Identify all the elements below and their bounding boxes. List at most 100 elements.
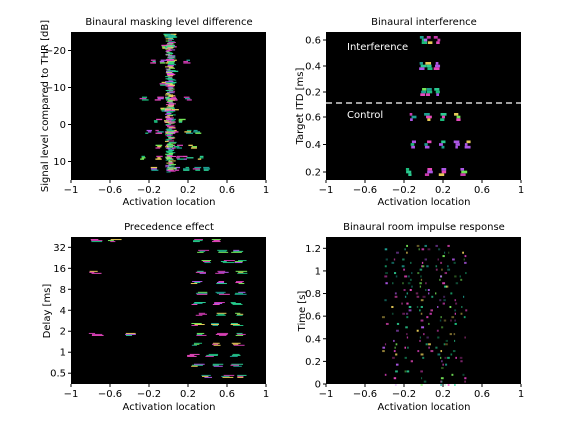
activation-mark <box>167 143 172 145</box>
activation-mark <box>420 275 422 278</box>
plot-area <box>326 237 521 384</box>
activation-mark <box>216 283 227 285</box>
activation-mark <box>384 373 387 376</box>
activation-mark <box>152 60 156 63</box>
activation-mark <box>426 88 432 91</box>
y-axis-label: Signal level compared to THR [dB] <box>40 20 51 192</box>
activation-mark <box>141 99 149 101</box>
activation-mark <box>396 329 399 332</box>
activation-mark <box>437 258 439 261</box>
activation-mark <box>441 170 447 174</box>
activation-mark <box>438 143 443 146</box>
activation-mark <box>385 272 388 275</box>
activation-mark <box>416 305 419 308</box>
activation-mark <box>164 141 169 143</box>
activation-mark <box>168 127 176 129</box>
activation-mark <box>402 312 406 315</box>
y-ticks: 0 0.2 0.4 0.6 0.8 1 1.2 <box>305 244 326 391</box>
activation-mark <box>160 59 165 61</box>
activation-mark <box>440 350 443 353</box>
activation-mark <box>193 240 203 242</box>
activation-mark <box>191 322 202 324</box>
activation-mark <box>464 145 471 149</box>
activation-mark <box>426 265 429 268</box>
y-tick-label: 1.2 <box>305 244 321 255</box>
activation-mark <box>194 239 203 241</box>
activation-mark <box>183 62 191 64</box>
activation-mark <box>395 275 398 278</box>
activation-mark <box>168 41 175 43</box>
activation-mark <box>198 312 206 314</box>
activation-mark <box>110 239 122 241</box>
activation-mark <box>164 46 170 48</box>
x-tick-label: −0.2 <box>137 185 161 196</box>
activation-mark <box>165 139 170 141</box>
activation-mark <box>91 240 103 242</box>
activation-mark <box>168 158 174 160</box>
activation-mark <box>425 289 427 292</box>
activation-mark <box>167 157 172 159</box>
activation-mark <box>213 342 220 344</box>
activation-mark <box>171 35 176 37</box>
activation-mark <box>439 319 442 322</box>
activation-mark <box>233 365 242 367</box>
activation-mark <box>217 249 228 251</box>
activation-mark <box>455 145 458 149</box>
activation-mark <box>168 138 174 140</box>
activation-mark <box>150 59 156 61</box>
activation-mark <box>201 260 212 262</box>
activation-mark <box>195 271 206 273</box>
y-axis-label: Target ITD [ms] <box>295 68 306 146</box>
activation-mark <box>234 261 243 263</box>
activation-mark <box>423 380 427 383</box>
activation-mark <box>166 91 173 93</box>
activation-mark <box>172 70 179 73</box>
activation-mark <box>167 132 176 134</box>
activation-mark <box>165 81 174 83</box>
activation-mark <box>447 356 450 359</box>
activation-mark <box>165 117 174 119</box>
activation-mark <box>204 376 213 378</box>
x-tick-label: 1 <box>518 389 524 400</box>
activation-mark <box>107 240 114 242</box>
activation-mark <box>439 299 442 302</box>
activation-mark <box>234 262 243 264</box>
activation-mark <box>167 44 176 46</box>
x-tick-label: 0.6 <box>219 389 235 400</box>
activation-mark <box>461 305 463 308</box>
activation-mark <box>214 303 223 305</box>
activation-mark <box>435 346 438 349</box>
activation-mark <box>384 299 387 302</box>
activation-mark <box>165 116 170 118</box>
activation-mark <box>449 333 452 336</box>
activation-mark <box>223 374 235 376</box>
activation-mark <box>168 67 176 69</box>
activation-mark <box>159 83 167 85</box>
activation-mark <box>417 350 420 353</box>
activation-mark <box>110 241 116 243</box>
activation-mark <box>410 143 415 146</box>
activation-mark <box>168 170 176 172</box>
activation-mark <box>384 248 388 251</box>
activation-mark <box>165 146 169 148</box>
activation-mark <box>440 118 445 121</box>
activation-mark <box>447 265 449 268</box>
activation-mark <box>381 316 385 319</box>
activation-mark <box>166 69 171 71</box>
activation-mark <box>222 376 234 378</box>
activation-mark <box>411 140 417 144</box>
activation-mark <box>167 118 173 120</box>
activation-mark <box>160 84 167 86</box>
activation-mark <box>159 62 166 64</box>
activation-mark <box>426 316 429 319</box>
activation-mark <box>427 41 433 44</box>
data-marks <box>139 33 211 173</box>
activation-mark <box>187 355 197 357</box>
activation-mark <box>454 275 457 278</box>
activation-mark <box>165 156 170 158</box>
activation-mark <box>167 87 174 89</box>
activation-mark <box>185 132 193 134</box>
activation-mark <box>165 124 171 126</box>
activation-mark <box>444 251 446 254</box>
activation-mark <box>155 132 163 134</box>
